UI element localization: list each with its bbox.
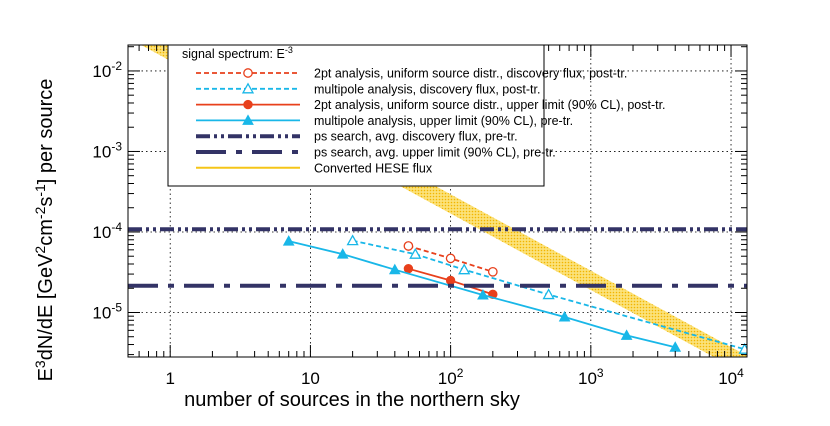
legend-entry: 2pt analysis, uniform source distr., dis… <box>196 67 627 81</box>
legend-label: multipole analysis, upper limit (90% CL)… <box>314 114 573 128</box>
series-0 <box>403 241 498 277</box>
legend-label: 2pt analysis, uniform source distr., dis… <box>314 67 627 81</box>
data-point <box>738 342 747 354</box>
data-point <box>477 288 489 300</box>
legend-entry: Converted HESE flux <box>196 161 433 175</box>
x-tick-label: 103 <box>578 366 604 388</box>
x-axis-title: number of sources in the northern sky <box>184 389 520 411</box>
data-point <box>403 263 414 274</box>
data-point <box>243 99 253 110</box>
data-point <box>346 234 359 246</box>
data-point <box>445 275 456 286</box>
y-axis-title: E3dN/dE [GeV2cm-2s-1] per source <box>32 79 57 382</box>
x-tick-label: 102 <box>438 366 464 388</box>
x-tick-label: 1 <box>165 369 174 388</box>
legend-entry: ps search, avg. upper limit (90% CL), pr… <box>196 146 556 160</box>
data-point <box>242 114 254 125</box>
legend-label: multipole analysis, discovery flux, post… <box>314 82 540 96</box>
data-point <box>336 248 349 259</box>
legend: signal spectrum: E-3 2pt analysis, unifor… <box>167 44 666 187</box>
data-point <box>458 263 471 275</box>
data-point <box>620 329 633 340</box>
x-tick-label: 10 <box>301 369 320 388</box>
legend-label: ps search, avg. upper limit (90% CL), pr… <box>314 146 556 160</box>
x-tick-label: 104 <box>718 366 744 388</box>
data-point <box>445 253 456 264</box>
legend-entry: multipole analysis, upper limit (90% CL)… <box>196 114 573 128</box>
y-tick-label: 10-3 <box>92 139 122 161</box>
data-point <box>403 241 414 251</box>
legend-label: Converted HESE flux <box>314 161 433 175</box>
y-tick-label: 10-2 <box>92 59 122 81</box>
data-point <box>542 288 555 300</box>
legend-entry: 2pt analysis, uniform source distr., upp… <box>196 98 666 112</box>
data-point <box>558 310 571 322</box>
axis-ticks: 1 10 102 103 104 10-5 10-4 10-3 10-2 <box>92 45 747 388</box>
series-1 <box>346 234 747 354</box>
data-point <box>243 68 253 78</box>
series-layer <box>128 227 747 354</box>
data-point <box>409 247 422 259</box>
data-point <box>388 263 401 275</box>
legend-label: 2pt analysis, uniform source distr., upp… <box>314 98 666 112</box>
legend-label: ps search, avg. discovery flux, pre-tr. <box>314 130 518 144</box>
y-tick-label: 10-4 <box>92 220 122 242</box>
data-point <box>487 266 498 277</box>
legend-box <box>167 44 545 187</box>
legend-entry: ps search, avg. discovery flux, pre-tr. <box>196 130 518 144</box>
y-tick-label: 10-5 <box>92 300 122 322</box>
legend-entry: multipole analysis, discovery flux, post… <box>196 82 540 96</box>
series-3 <box>282 235 682 352</box>
legend-title: signal spectrum: E-3 <box>182 45 293 61</box>
data-point <box>282 235 295 246</box>
data-point <box>241 82 255 94</box>
